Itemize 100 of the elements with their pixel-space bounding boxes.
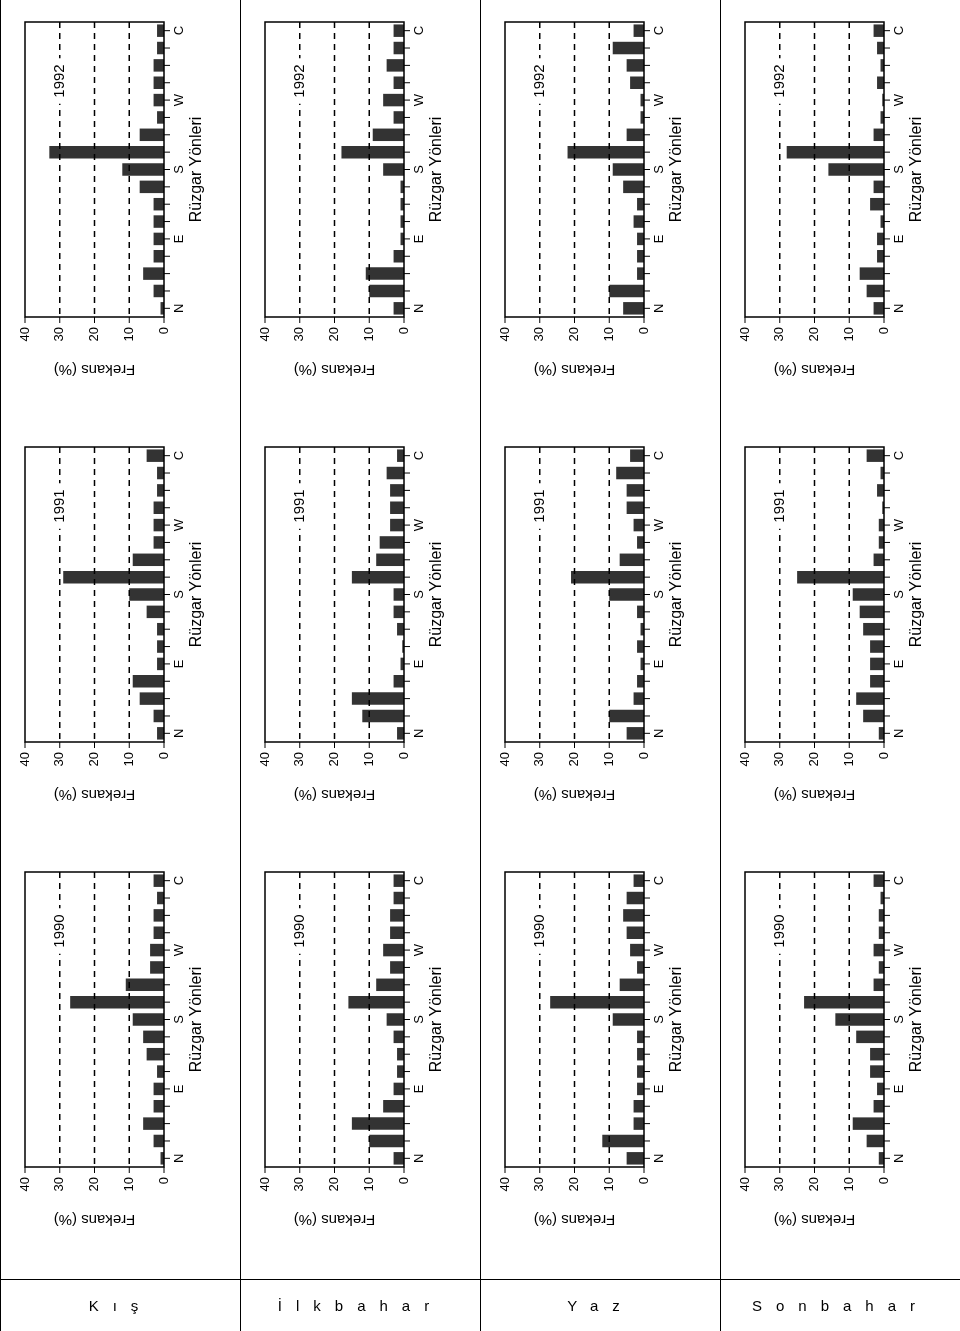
- y-tick-label: E: [171, 1084, 187, 1094]
- x-tick-label: 10: [840, 752, 856, 767]
- x-tick-label: 20: [806, 327, 822, 342]
- y-tick-label: C: [411, 25, 427, 36]
- x-tick-label: 40: [496, 327, 512, 342]
- text: 1991: [529, 489, 547, 523]
- x-tick-label: 0: [395, 327, 411, 335]
- y-tick-label: W: [651, 943, 667, 957]
- x-tick-label: 0: [155, 327, 171, 335]
- y-axis-title: Rüzgar Yönleri: [907, 541, 925, 648]
- y-axis-title: Rüzgar Yönleri: [187, 116, 205, 223]
- x-tick-label: 40: [496, 752, 512, 767]
- x-tick-label: 20: [326, 752, 342, 767]
- y-tick-label: S: [651, 589, 667, 599]
- y-tick-label: S: [411, 164, 427, 174]
- y-tick-label: W: [891, 93, 907, 107]
- y-tick-label: N: [171, 1153, 187, 1164]
- x-axis-title: Frekans (%): [533, 1211, 616, 1229]
- x-tick-label: 10: [600, 327, 616, 342]
- y-tick-label: C: [411, 450, 427, 461]
- y-axis-title: Rüzgar Yönleri: [187, 966, 205, 1073]
- text: 1991: [769, 489, 787, 523]
- y-tick-label: N: [891, 728, 907, 739]
- y-tick-label: C: [891, 25, 907, 36]
- text: Kış: [1, 1279, 240, 1330]
- x-tick-label: 20: [326, 1177, 342, 1192]
- y-tick-label: N: [651, 1153, 667, 1164]
- x-tick-label: 20: [86, 752, 102, 767]
- y-tick-label: C: [171, 450, 187, 461]
- y-tick-label: C: [891, 450, 907, 461]
- y-tick-label: S: [891, 589, 907, 599]
- x-tick-label: 40: [736, 752, 752, 767]
- y-tick-label: C: [651, 450, 667, 461]
- x-tick-label: 20: [566, 327, 582, 342]
- y-tick-label: N: [411, 1153, 427, 1164]
- x-axis-title: Frekans (%): [53, 786, 136, 804]
- x-axis-title: Frekans (%): [533, 361, 616, 379]
- y-axis-title: Rüzgar Yönleri: [427, 541, 445, 648]
- x-tick-label: 40: [16, 1177, 32, 1192]
- x-tick-label: 20: [86, 327, 102, 342]
- x-tick-label: 10: [840, 1177, 856, 1192]
- y-tick-label: N: [411, 303, 427, 314]
- text: 1991: [49, 489, 67, 523]
- y-tick-label: W: [891, 518, 907, 532]
- y-tick-label: S: [891, 164, 907, 174]
- y-tick-label: N: [171, 303, 187, 314]
- text: 1992: [289, 64, 307, 98]
- y-tick-label: N: [651, 728, 667, 739]
- y-tick-label: E: [411, 659, 427, 669]
- x-tick-label: 0: [635, 327, 651, 335]
- y-tick-label: C: [171, 25, 187, 36]
- x-tick-label: 30: [531, 1177, 547, 1192]
- y-tick-label: S: [891, 1014, 907, 1024]
- x-tick-label: 40: [496, 1177, 512, 1192]
- x-tick-label: 20: [326, 327, 342, 342]
- y-tick-label: E: [171, 659, 187, 669]
- y-tick-label: C: [411, 875, 427, 886]
- x-tick-label: 10: [840, 327, 856, 342]
- x-tick-label: 10: [600, 1177, 616, 1192]
- y-tick-label: E: [651, 234, 667, 244]
- x-tick-label: 0: [635, 1177, 651, 1185]
- x-axis-title: Frekans (%): [53, 361, 136, 379]
- x-tick-label: 20: [806, 752, 822, 767]
- x-tick-label: 0: [875, 1177, 891, 1185]
- x-tick-label: 10: [360, 327, 376, 342]
- x-tick-label: 40: [736, 1177, 752, 1192]
- y-tick-label: C: [651, 875, 667, 886]
- x-axis-title: Frekans (%): [773, 361, 856, 379]
- y-tick-label: E: [651, 1084, 667, 1094]
- y-tick-label: W: [411, 943, 427, 957]
- x-tick-label: 30: [51, 327, 67, 342]
- y-tick-label: E: [411, 1084, 427, 1094]
- x-axis-title: Frekans (%): [293, 361, 376, 379]
- x-tick-label: 10: [120, 1177, 136, 1192]
- x-tick-label: 0: [875, 327, 891, 335]
- x-tick-label: 10: [120, 752, 136, 767]
- x-axis-title: Frekans (%): [773, 786, 856, 804]
- text: 1990: [289, 914, 307, 948]
- x-tick-label: 40: [736, 327, 752, 342]
- y-tick-label: S: [171, 164, 187, 174]
- x-axis-title: Frekans (%): [773, 1211, 856, 1229]
- x-tick-label: 40: [16, 752, 32, 767]
- x-tick-label: 40: [16, 327, 32, 342]
- x-tick-label: 10: [120, 327, 136, 342]
- x-axis-title: Frekans (%): [293, 786, 376, 804]
- y-axis-title: Rüzgar Yönleri: [907, 116, 925, 223]
- x-tick-label: 30: [291, 752, 307, 767]
- x-tick-label: 30: [291, 1177, 307, 1192]
- text: İlkbahar: [241, 1279, 480, 1330]
- x-tick-label: 30: [291, 327, 307, 342]
- y-axis-title: Rüzgar Yönleri: [427, 116, 445, 223]
- x-axis-title: Frekans (%): [53, 1211, 136, 1229]
- x-tick-label: 30: [771, 327, 787, 342]
- y-tick-label: W: [411, 93, 427, 107]
- x-tick-label: 0: [875, 752, 891, 760]
- x-axis-title: Frekans (%): [293, 1211, 376, 1229]
- x-tick-label: 30: [531, 752, 547, 767]
- x-tick-label: 30: [771, 752, 787, 767]
- y-tick-label: C: [891, 875, 907, 886]
- y-tick-label: N: [651, 303, 667, 314]
